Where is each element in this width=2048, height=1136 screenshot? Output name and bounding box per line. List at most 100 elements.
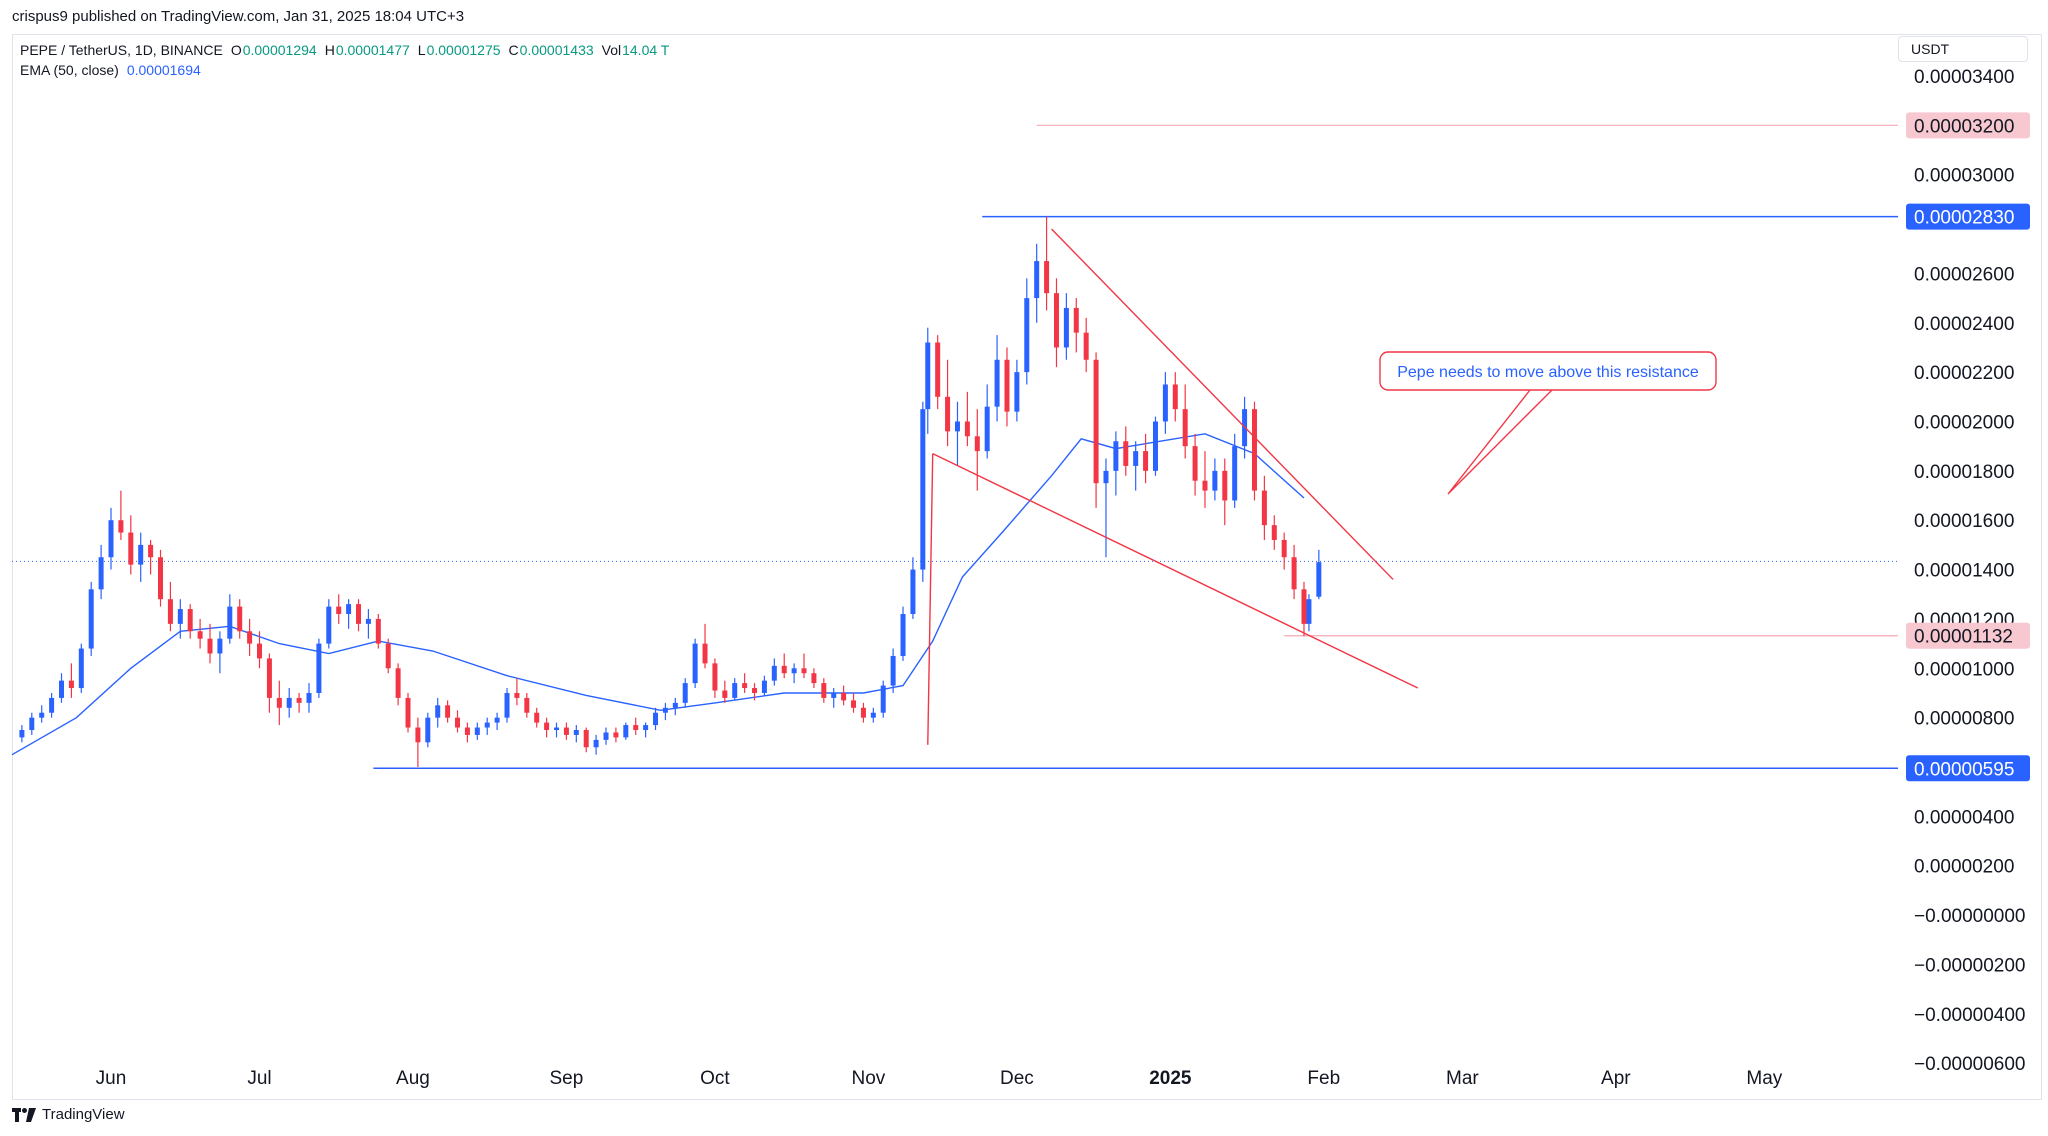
candles-layer <box>19 216 1322 768</box>
time-tick-label: Jun <box>96 1068 127 1089</box>
candle <box>935 335 941 410</box>
candle <box>534 707 540 728</box>
candle-body <box>1143 451 1149 471</box>
candle <box>504 688 510 723</box>
candle-body <box>554 727 560 730</box>
price-level-tag <box>1906 203 2030 230</box>
price-tick-label: −0.00000200 <box>1914 955 2025 976</box>
candle-body <box>1271 525 1277 540</box>
price-tick-label: 0.00002600 <box>1914 264 2014 285</box>
candle-body <box>118 520 124 533</box>
candle <box>954 401 960 466</box>
candle-body <box>177 609 183 624</box>
candle-body <box>68 680 74 689</box>
candle-body <box>88 589 94 649</box>
candle-body <box>39 712 45 718</box>
time-tick-label: 2025 <box>1149 1068 1192 1089</box>
candle-body <box>455 717 461 728</box>
candle <box>88 581 94 656</box>
candle <box>890 648 896 693</box>
trendlines-layer <box>927 228 1419 745</box>
candle-body <box>296 697 302 703</box>
candle-body <box>1034 261 1040 299</box>
candle <box>464 722 470 743</box>
candle <box>964 391 970 447</box>
price-tick-label: 0.00000400 <box>1914 807 2014 828</box>
candle <box>563 722 569 740</box>
candle-body <box>623 725 629 738</box>
candle <box>494 712 500 730</box>
candle-body <box>1083 332 1089 360</box>
candle <box>1123 426 1129 476</box>
currency-selector[interactable]: USDT <box>1898 36 2028 62</box>
legend-ema-label: EMA (50, close) <box>20 62 119 78</box>
price-level-tag-label: 0.00003200 <box>1914 116 2014 137</box>
price-tick-label: 0.00003000 <box>1914 166 2014 187</box>
candle-body <box>1004 359 1010 412</box>
price-tick-label: −0.00000400 <box>1914 1005 2025 1026</box>
candle <box>356 599 362 632</box>
candle <box>1063 293 1069 360</box>
legend-ema-value: 0.00001694 <box>126 62 201 78</box>
candle-body <box>1073 307 1079 333</box>
candle <box>994 335 1000 422</box>
candle-body <box>682 683 688 703</box>
candle-body <box>1152 421 1158 471</box>
candle-body <box>19 730 25 738</box>
candle <box>1271 515 1277 550</box>
candle-body <box>346 604 352 614</box>
candle-body <box>306 692 312 703</box>
candle <box>326 599 332 649</box>
price-tick-label: −0.00000000 <box>1914 906 2025 927</box>
candle <box>207 623 213 664</box>
trendline-lower <box>932 452 1419 689</box>
candle-body <box>227 606 233 639</box>
candle-body <box>880 685 886 713</box>
candle <box>613 727 619 743</box>
candle-body <box>484 722 490 728</box>
time-tick-label: Feb <box>1307 1068 1340 1089</box>
time-tick-label: Dec <box>1000 1068 1034 1089</box>
candle <box>138 532 144 582</box>
candle <box>1014 359 1020 422</box>
legend-low-label: L <box>417 42 426 58</box>
candle <box>227 594 233 644</box>
candle <box>781 653 787 679</box>
candle <box>1162 372 1168 434</box>
candle-body <box>732 683 738 698</box>
candle-body <box>1232 446 1238 501</box>
candle <box>1172 372 1178 422</box>
candle <box>1251 401 1257 501</box>
candle-body <box>128 532 134 565</box>
candle-body <box>445 705 451 718</box>
candle-body <box>504 692 510 718</box>
candle-body <box>266 658 272 698</box>
trendline-pole <box>927 453 934 745</box>
candle-body <box>29 717 35 730</box>
candle <box>78 643 84 693</box>
candle <box>177 599 183 639</box>
price-tick-label: 0.00001000 <box>1914 659 2014 680</box>
legend-open-label: O <box>230 42 242 58</box>
time-tick-label: Mar <box>1446 1068 1479 1089</box>
candle-body <box>1316 562 1322 597</box>
legend-low: 0.00001275 <box>426 42 501 58</box>
candle <box>702 623 708 669</box>
candle <box>257 631 263 669</box>
candle-body <box>1192 446 1198 481</box>
candle <box>108 507 114 570</box>
candle <box>1212 458 1218 501</box>
candle <box>435 697 441 728</box>
candle <box>791 663 797 684</box>
candle <box>1103 458 1109 558</box>
candle <box>1152 416 1158 476</box>
candle-body <box>821 683 827 698</box>
candle <box>712 658 718 698</box>
candle-body <box>356 604 362 624</box>
candle-body <box>514 692 520 698</box>
chart-frame[interactable] <box>12 34 2042 1100</box>
candle <box>484 717 490 735</box>
candle <box>266 653 272 713</box>
candle <box>672 697 678 716</box>
